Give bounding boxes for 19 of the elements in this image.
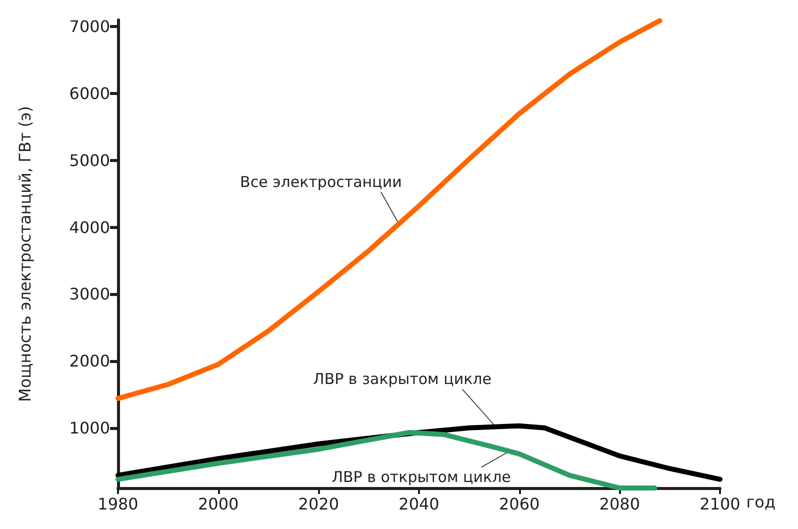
y-tick-label: 3000: [69, 284, 110, 304]
x-axis-title: год: [746, 492, 776, 512]
x-tick-label: 2060: [498, 494, 540, 514]
annotation: ЛВР в открытом цикле: [332, 468, 511, 486]
y-tick-label: 1000: [69, 418, 110, 438]
y-axis-title: Мощность электростанций, ГВт (э): [16, 106, 34, 402]
x-tick-label: 2080: [599, 494, 640, 514]
annotation: ЛВР в закрытом цикле: [313, 370, 492, 388]
y-tick-label: 7000: [69, 17, 110, 36]
y-tick-label: 2000: [69, 351, 110, 370]
x-tick-label: 2000: [198, 494, 239, 514]
annotation: Все электростанции: [240, 172, 402, 191]
x-tick-label: 2020: [298, 494, 340, 514]
y-tick-label: 5000: [69, 150, 110, 170]
x-tick-label: 2040: [398, 494, 440, 514]
x-tick-label: 1980: [98, 494, 138, 514]
y-tick-label: 4000: [69, 218, 110, 237]
x-tick-label: 2100: [700, 494, 740, 514]
y-tick-label: 6000: [69, 84, 110, 104]
